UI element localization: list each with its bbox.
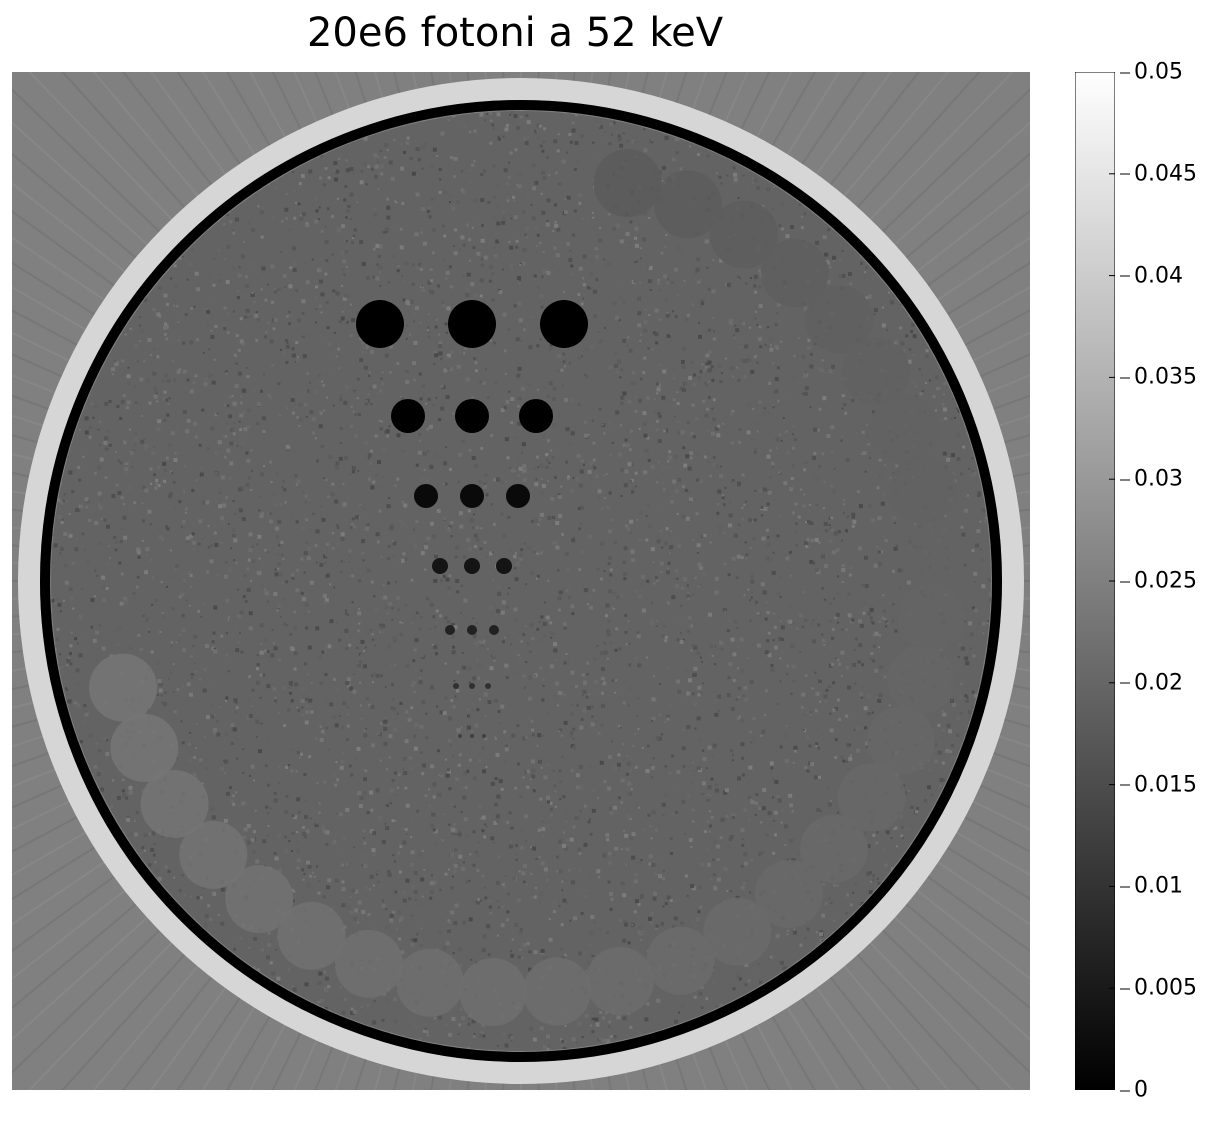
colorbar-svg	[1075, 72, 1115, 1090]
colorbar-tick-label: 0.035	[1120, 365, 1197, 390]
colorbar-tick-label: 0.03	[1120, 467, 1183, 492]
colorbar-tick-label: 0.04	[1120, 263, 1183, 288]
plot-title: 20e6 fotoni a 52 keV	[0, 10, 1030, 56]
colorbar-tick-label: 0.01	[1120, 874, 1183, 899]
figure: 20e6 fotoni a 52 keV 0.05 0.045 0.04 0.035 0…	[0, 0, 1209, 1143]
colorbar-tick-label: 0.05	[1120, 60, 1183, 85]
colorbar-tick-label: 0.02	[1120, 670, 1183, 695]
colorbar-tick-label: 0.015	[1120, 772, 1197, 797]
colorbar-tick-label: 0.005	[1120, 976, 1197, 1001]
ct-image-panel	[12, 72, 1030, 1090]
colorbar-tick-label: 0	[1120, 1078, 1148, 1103]
colorbar-tick-label: 0.025	[1120, 569, 1197, 594]
colorbar-tick-label: 0.045	[1120, 161, 1197, 186]
colorbar	[1075, 72, 1115, 1090]
ct-image-svg	[12, 72, 1030, 1090]
